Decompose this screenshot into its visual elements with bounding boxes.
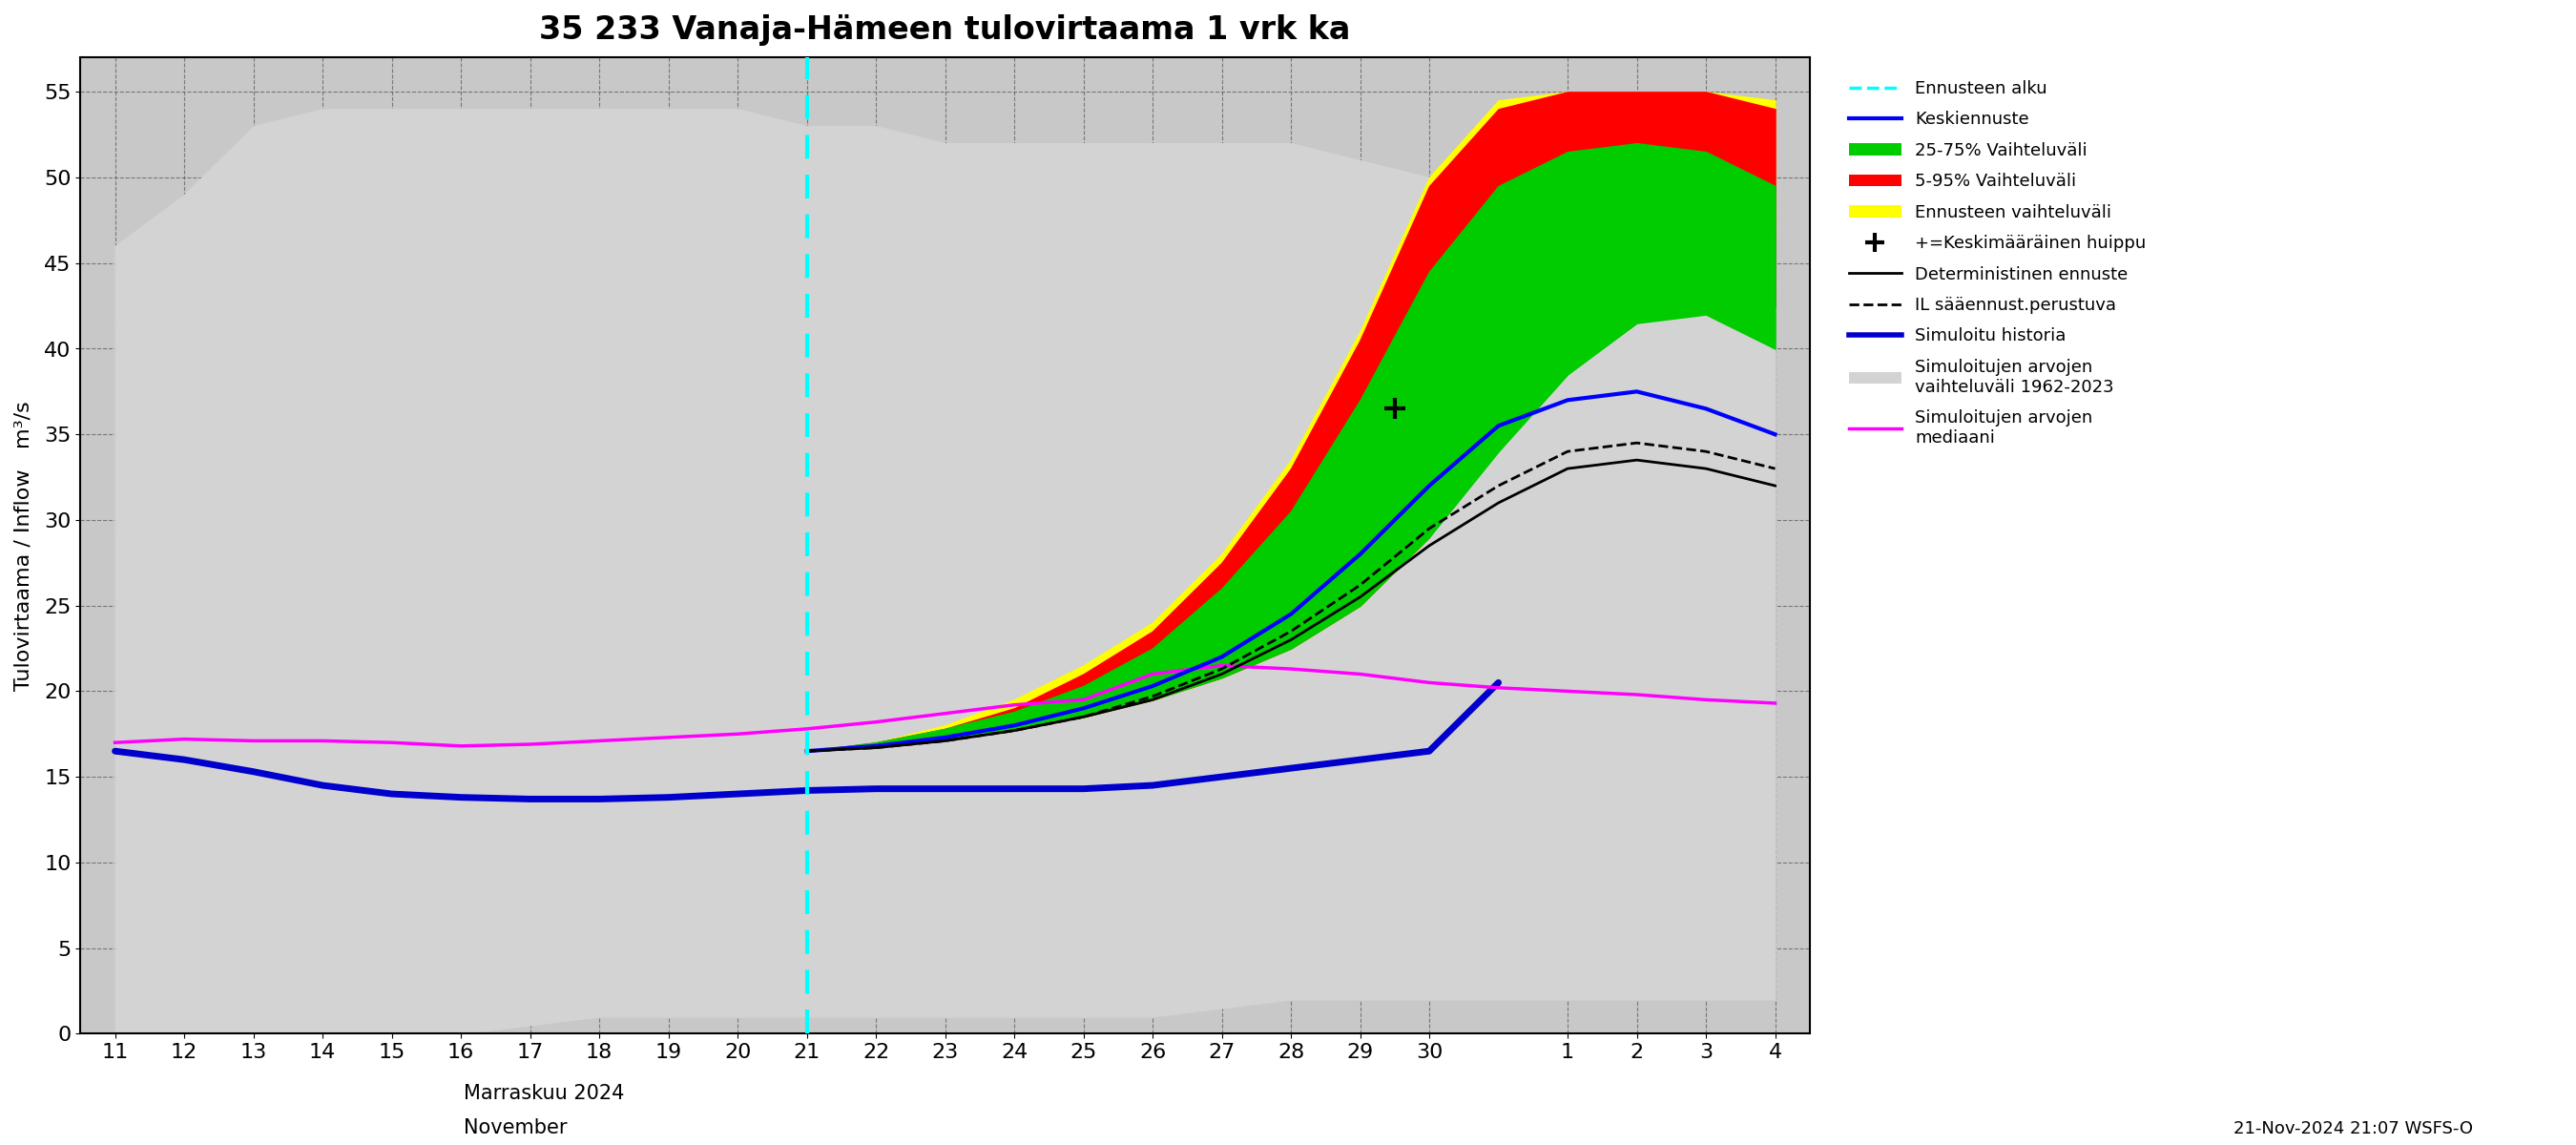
Text: 21-Nov-2024 21:07 WSFS-O: 21-Nov-2024 21:07 WSFS-O [2233,1120,2473,1137]
Legend: Ennusteen alku, Keskiennuste, 25-75% Vaihteluväli, 5-95% Vaihteluväli, Ennusteen: Ennusteen alku, Keskiennuste, 25-75% Vai… [1837,66,2159,460]
Text: Marraskuu 2024: Marraskuu 2024 [464,1084,623,1103]
Y-axis label: Tulovirtaama / Inflow   m³/s: Tulovirtaama / Inflow m³/s [15,401,33,690]
Text: November: November [464,1119,567,1137]
Title: 35 233 Vanaja-Hämeen tulovirtaama 1 vrk ka: 35 233 Vanaja-Hämeen tulovirtaama 1 vrk … [538,14,1350,46]
